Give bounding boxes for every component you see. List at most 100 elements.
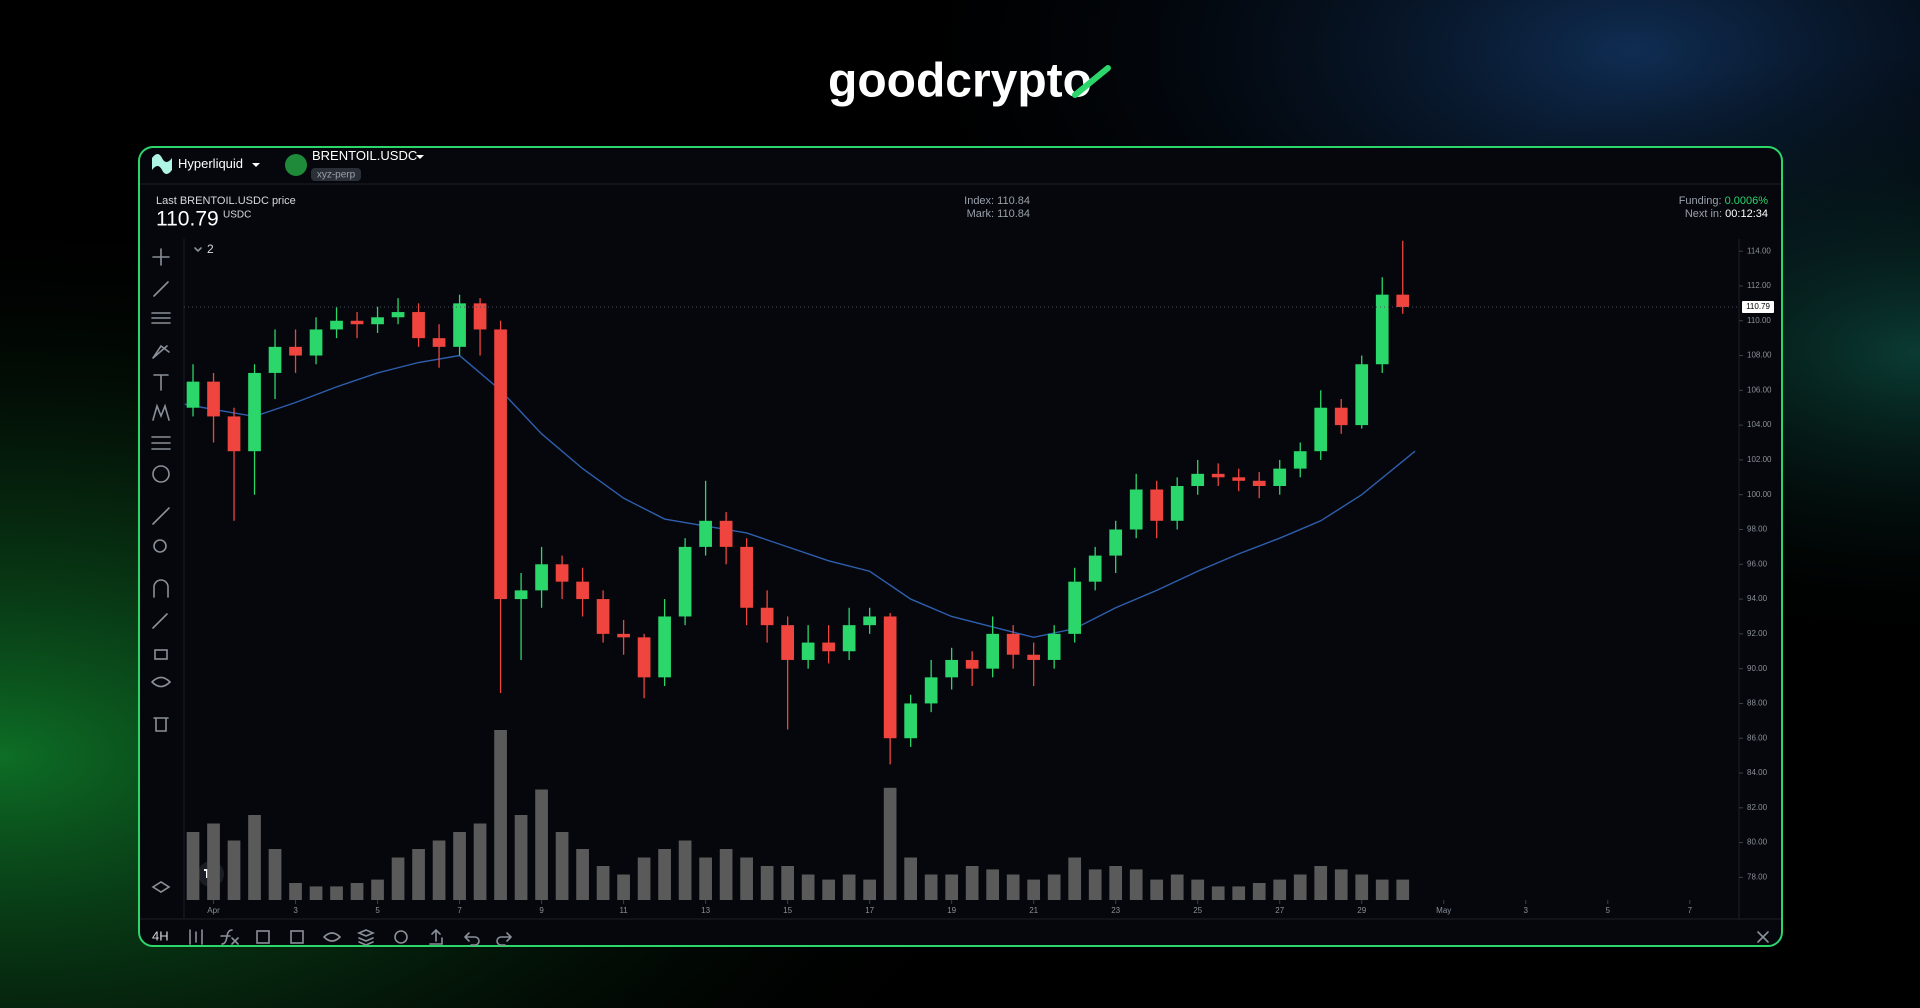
candle-body: [473, 303, 487, 330]
candle-body: [1375, 294, 1389, 365]
layers-button[interactable]: [356, 929, 376, 946]
funding-label: Funding:: [1679, 195, 1722, 207]
visibility-tool[interactable]: [151, 676, 172, 688]
candle-body: [965, 659, 979, 669]
y-tick-label: 78.00: [1747, 872, 1768, 881]
volume-bar: [576, 849, 589, 900]
volume-bar: [699, 857, 712, 900]
dropdown-arrow[interactable]: [416, 155, 424, 159]
volume-bar: [473, 823, 487, 900]
interval-button[interactable]: 4H: [152, 928, 169, 943]
volume-bar: [883, 787, 897, 900]
settings-button[interactable]: [394, 930, 408, 944]
ruler-tool[interactable]: [152, 507, 170, 525]
icon-tool[interactable]: [152, 465, 170, 483]
symbol-selector[interactable]: BRENTOIL.USDC: [312, 148, 417, 163]
candle-body: [658, 616, 671, 678]
volume-bar: [617, 874, 630, 900]
x-tick-label: 17: [865, 906, 874, 915]
x-tick-label: 5: [1606, 906, 1611, 915]
volume-bar: [1027, 879, 1041, 900]
volume-bar: [1088, 869, 1102, 900]
candle-body: [617, 633, 630, 638]
y-tick-label: 98.00: [1747, 525, 1768, 534]
brush-tool[interactable]: [152, 344, 170, 359]
volume-bar: [658, 849, 671, 900]
volume-bar: [1150, 879, 1164, 900]
text-tool[interactable]: [153, 374, 169, 391]
index-price: Index: 110.84: [964, 195, 1030, 207]
candle-body: [678, 546, 692, 617]
candle-body: [1109, 529, 1123, 556]
candle-body: [760, 607, 774, 626]
y-tick-label: 112.00: [1747, 281, 1771, 290]
zoom-tool[interactable]: [153, 539, 167, 553]
volume-bar: [1191, 879, 1205, 900]
symbol-name[interactable]: BRENTOIL.USDC: [312, 148, 417, 163]
x-tick-label: 3: [1524, 906, 1529, 915]
candle-body: [1396, 294, 1410, 308]
volume-bar: [781, 866, 794, 900]
x-tick-label: 19: [947, 906, 956, 915]
crosshair-tool[interactable]: [152, 248, 170, 266]
undo-button[interactable]: [464, 932, 480, 946]
pattern-tool[interactable]: [152, 403, 170, 421]
candle-body: [822, 642, 835, 652]
chart-type-button[interactable]: [189, 929, 203, 945]
volume-bar: [309, 886, 323, 900]
prediction-tool[interactable]: [151, 436, 171, 450]
price-label: Last BRENTOIL.USDC price: [156, 195, 296, 207]
volume-bar: [1293, 874, 1307, 900]
object-tree[interactable]: [151, 881, 171, 893]
y-tick-label: 106.00: [1747, 385, 1772, 394]
funding: Funding: 0.0006%: [1679, 195, 1769, 207]
exchange-name[interactable]: Hyperliquid: [178, 156, 243, 171]
indicator-toggle[interactable]: [194, 247, 202, 253]
mark-label: Mark:: [967, 208, 995, 220]
redo-button[interactable]: [496, 932, 512, 946]
y-tick-label: 100.00: [1747, 490, 1772, 499]
candle-body: [801, 642, 815, 660]
trendline-tool[interactable]: [153, 281, 169, 297]
volume-bar: [371, 879, 384, 900]
chart-window: [138, 146, 1783, 947]
index-label: Index:: [964, 195, 994, 207]
x-tick-label: 29: [1357, 906, 1366, 915]
hide-button[interactable]: [323, 932, 342, 942]
symbol-icon: [285, 154, 307, 176]
close-button[interactable]: [1757, 931, 1769, 943]
exchange-selector[interactable]: Hyperliquid: [178, 156, 243, 171]
magnet-tool[interactable]: [153, 579, 169, 598]
y-tick-label: 96.00: [1747, 559, 1768, 568]
quote-currency: USDC: [223, 210, 251, 221]
dropdown-arrow[interactable]: [252, 163, 260, 167]
y-tick-label: 104.00: [1747, 420, 1772, 429]
candle-body: [350, 320, 364, 325]
delete-tool[interactable]: [153, 717, 169, 732]
share-button[interactable]: [429, 928, 443, 945]
y-tick-label: 94.00: [1747, 594, 1768, 603]
lock-tool[interactable]: [154, 649, 168, 660]
next-label: Next in:: [1685, 208, 1722, 220]
candle-body: [514, 590, 528, 600]
indicators-button[interactable]: [220, 929, 239, 945]
candle-body: [391, 312, 405, 318]
templates-button[interactable]: [290, 930, 304, 944]
volume-bar: [268, 849, 282, 900]
exchange-logo[interactable]: [152, 154, 172, 174]
y-tick-label: 80.00: [1747, 838, 1768, 847]
volume-bar: [822, 879, 835, 900]
x-tick-label: 5: [375, 906, 380, 915]
x-tick-label: 15: [783, 906, 792, 915]
volume-bar: [760, 866, 774, 900]
fib-tool[interactable]: [151, 312, 171, 324]
compare-button[interactable]: [256, 930, 270, 944]
indicator-count[interactable]: 2: [207, 242, 214, 256]
candle-body: [1047, 633, 1061, 660]
y-tick-label: 82.00: [1747, 803, 1768, 812]
lock-drawing-tool[interactable]: [152, 613, 168, 629]
volume-bar: [965, 866, 979, 900]
candle-body: [432, 338, 446, 347]
